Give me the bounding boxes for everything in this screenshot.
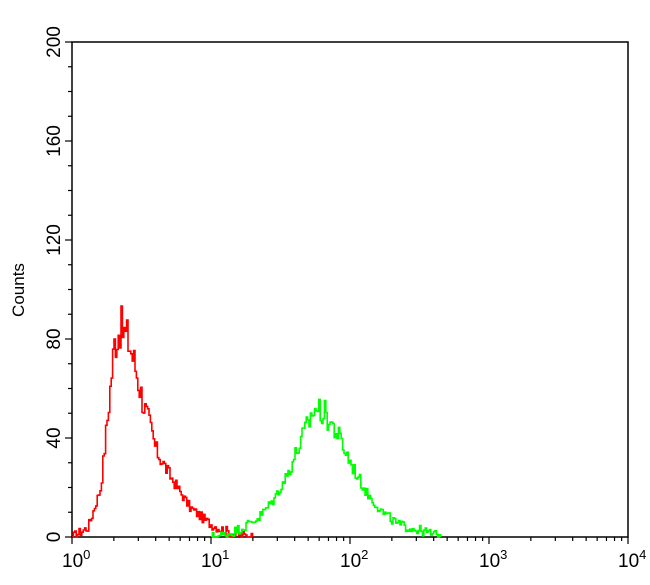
x-tick-base: 10 <box>618 551 639 572</box>
x-tick-exponent: 0 <box>83 547 90 562</box>
series-layer <box>72 305 442 538</box>
x-tick-exponent: 2 <box>361 547 368 562</box>
y-axis-title: Counts <box>9 263 28 317</box>
x-tick-label: 100 <box>62 547 90 572</box>
x-axis: 100 101 102 103 104 <box>62 537 646 572</box>
x-tick-label: 104 <box>618 547 646 572</box>
x-tick-label: 103 <box>479 547 507 572</box>
x-tick-base: 10 <box>201 551 222 572</box>
histogram-series-2 <box>211 398 442 538</box>
histogram-series-1 <box>72 305 254 538</box>
x-tick-base: 10 <box>340 551 361 572</box>
x-tick-label: 102 <box>340 547 368 572</box>
x-tick-exponent: 3 <box>500 547 507 562</box>
x-tick-exponent: 4 <box>639 547 646 562</box>
y-tick-label: 160 <box>44 125 65 157</box>
y-tick-label: 0 <box>44 532 65 543</box>
y-axis: 0 40 80 120 160 200 <box>44 26 72 542</box>
x-tick-label: 101 <box>201 547 229 572</box>
x-tick-base: 10 <box>62 551 83 572</box>
x-tick-base: 10 <box>479 551 500 572</box>
x-tick-exponent: 1 <box>222 547 229 562</box>
y-tick-label: 200 <box>44 26 65 58</box>
y-tick-label: 40 <box>44 427 65 448</box>
y-tick-label: 80 <box>44 328 65 349</box>
y-tick-label: 120 <box>44 224 65 256</box>
plot-area <box>71 41 629 538</box>
